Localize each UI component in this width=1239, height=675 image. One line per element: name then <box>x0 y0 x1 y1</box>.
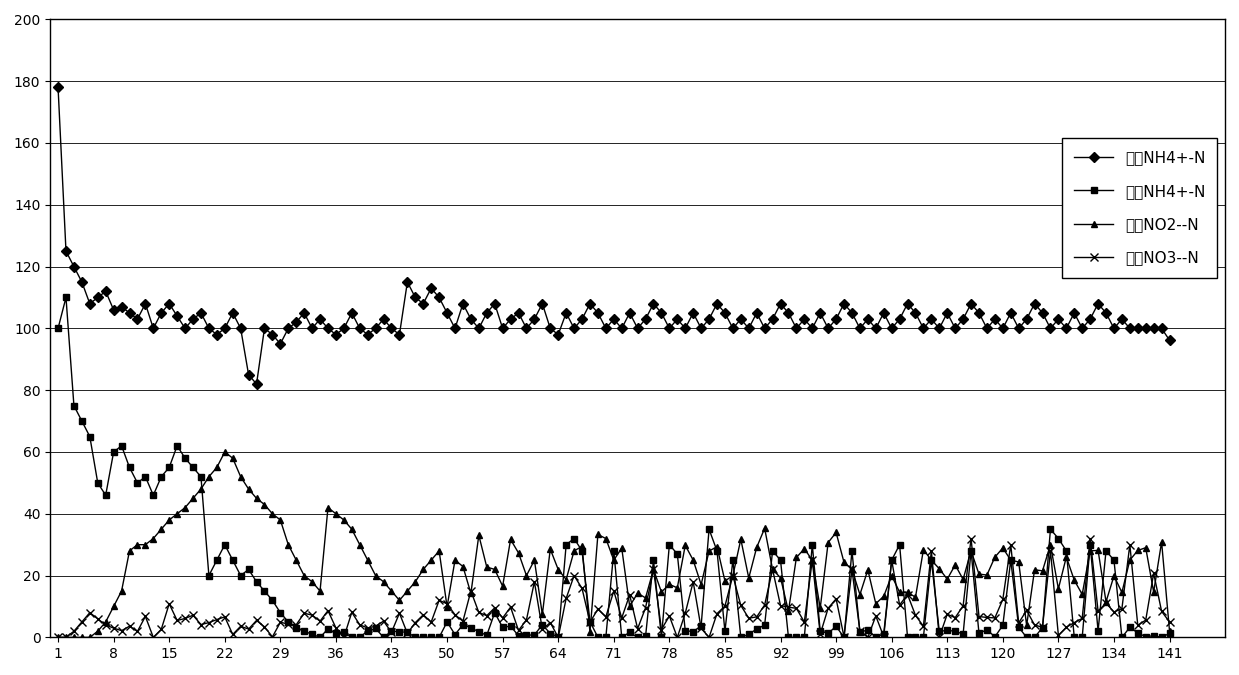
出水NH4+-N <box>58 294 73 302</box>
Legend: 进水NH4+-N, 出水NH4+-N, 出水NO2--N, 出水NO3--N: 进水NH4+-N, 出水NH4+-N, 出水NO2--N, 出水NO3--N <box>1062 138 1218 277</box>
出水NH4+-N <box>67 402 82 410</box>
进水NH4+-N <box>249 380 264 388</box>
出水NO2--N <box>217 448 232 456</box>
出水NH4+-N <box>1035 624 1049 632</box>
出水NO2--N <box>1162 627 1177 635</box>
进水NH4+-N <box>1027 300 1042 308</box>
Line: 出水NO2--N: 出水NO2--N <box>55 448 1173 641</box>
Line: 出水NH4+-N: 出水NH4+-N <box>55 294 1173 641</box>
进水NH4+-N <box>114 302 129 311</box>
出水NO3--N <box>1027 621 1042 629</box>
出水NO3--N <box>1162 618 1177 626</box>
进水NH4+-N <box>1114 315 1129 323</box>
出水NO2--N <box>58 633 73 641</box>
出水NO3--N <box>51 633 66 641</box>
出水NH4+-N <box>312 633 327 641</box>
出水NH4+-N <box>1123 623 1137 631</box>
出水NO3--N <box>416 611 431 619</box>
出水NO3--N <box>1004 541 1018 549</box>
Line: 进水NH4+-N: 进水NH4+-N <box>55 84 1173 387</box>
出水NO2--N <box>1027 566 1042 574</box>
进水NH4+-N <box>1004 309 1018 317</box>
出水NH4+-N <box>431 633 446 641</box>
出水NO2--N <box>1114 589 1129 597</box>
出水NH4+-N <box>51 325 66 333</box>
进水NH4+-N <box>51 83 66 91</box>
出水NH4+-N <box>1011 623 1026 631</box>
出水NO3--N <box>58 633 73 641</box>
进水NH4+-N <box>424 284 439 292</box>
出水NO2--N <box>424 556 439 564</box>
出水NO3--N <box>964 535 979 543</box>
出水NO2--N <box>1004 556 1018 564</box>
Line: 出水NO3--N: 出水NO3--N <box>53 535 1173 641</box>
进水NH4+-N <box>58 247 73 255</box>
出水NH4+-N <box>1162 629 1177 637</box>
出水NO2--N <box>51 633 66 641</box>
出水NO3--N <box>114 626 129 634</box>
出水NH4+-N <box>123 464 138 472</box>
出水NO2--N <box>114 587 129 595</box>
出水NO3--N <box>1114 605 1129 613</box>
进水NH4+-N <box>1162 336 1177 344</box>
